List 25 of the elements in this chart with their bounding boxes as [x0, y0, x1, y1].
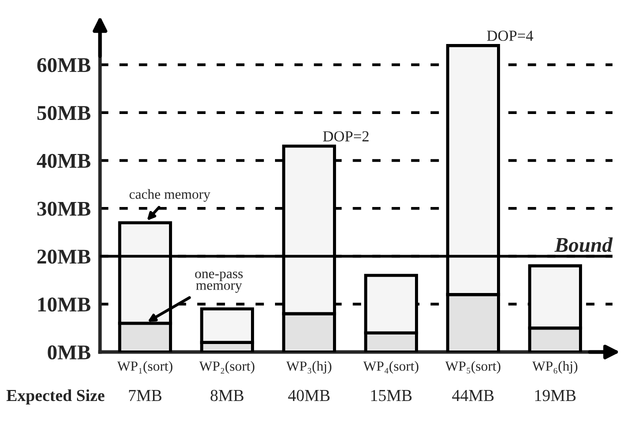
annotation: DOP=2 [323, 131, 369, 142]
x-tick-label: WP₂(sort) [199, 361, 254, 374]
y-tick-label: 60MB [37, 58, 90, 72]
x-tick-label: WP₁(sort) [117, 361, 172, 374]
x-tick-label: WP₃(hj) [286, 361, 332, 374]
y-tick-label: 0MB [48, 345, 90, 360]
x-tick-label: WP₅(sort) [445, 361, 500, 374]
annotation: one-pass memory [195, 272, 243, 293]
annotation: cache memory [130, 189, 210, 202]
text: Expected Size [6, 389, 104, 405]
x-tick-label: WP₄(sort) [363, 361, 418, 374]
y-tick-label: 40MB [36, 154, 90, 168]
y-tick-label: 10MB [38, 297, 90, 312]
y-tick-label: 20MB [37, 250, 90, 264]
text: 7MB [129, 390, 162, 402]
text: 44MB [452, 390, 494, 402]
text: 19MB [535, 390, 576, 402]
y-tick-label: 30MB [37, 202, 90, 216]
y-tick-label: 50MB [37, 106, 90, 120]
annotation: DOP=4 [487, 30, 534, 41]
x-tick-label: WP₆(hj) [532, 361, 578, 374]
text: 15MB [371, 390, 412, 402]
text: 40MB [288, 390, 330, 402]
text: 8MB [210, 390, 244, 402]
ref-line-label: Bound [554, 237, 613, 252]
